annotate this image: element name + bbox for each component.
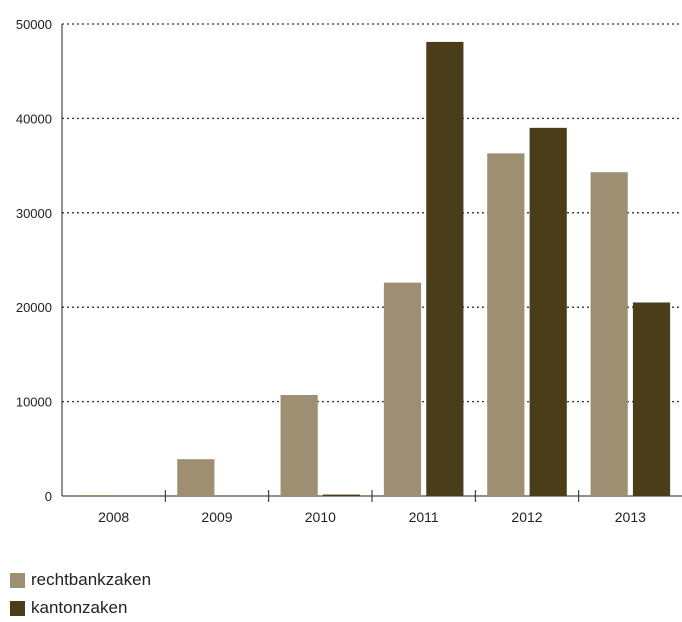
y-tick-label-50000: 50000 — [16, 17, 52, 32]
legend-swatch-rechtbankzaken — [10, 572, 25, 588]
bar-kantonzaken-2013 — [632, 302, 671, 496]
legend-swatch-kantonzaken — [10, 600, 25, 616]
y-tick-label-40000: 40000 — [16, 111, 52, 126]
bar-kantonzaken-2011 — [426, 41, 464, 496]
bar-rechtbankzaken-2008 — [73, 495, 112, 496]
x-tick-label-2011: 2011 — [409, 509, 439, 525]
bar-kantonzaken-2012 — [529, 127, 567, 496]
x-tick-label-2010: 2010 — [305, 509, 336, 525]
x-tick-label-2008: 2008 — [98, 509, 129, 525]
y-tick-label-10000: 10000 — [16, 395, 52, 410]
y-tick-label-20000: 20000 — [16, 300, 52, 315]
legend-label-rechtbankzaken: rechtbankzaken — [31, 570, 152, 589]
x-tick-label-2012: 2012 — [511, 509, 542, 525]
legend-item-rechtbankzaken: rechtbankzaken — [10, 566, 151, 594]
bar-chart: 0 10000 20000 30000 40000 50000 2008 2009 2010 20… — [16, 17, 682, 525]
bar-kantonzaken-2010 — [322, 494, 361, 496]
bar-rechtbankzaken-2009 — [177, 459, 215, 496]
x-tick-label-2013: 2013 — [615, 509, 646, 525]
bar-rechtbankzaken-2011 — [383, 282, 422, 496]
bar-rechtbankzaken-2010 — [280, 394, 318, 496]
y-tick-label-0: 0 — [45, 489, 52, 504]
x-tick-label-2009: 2009 — [201, 509, 232, 525]
bar-rechtbankzaken-2013 — [590, 172, 628, 496]
bar-rechtbankzaken-2012 — [487, 153, 525, 496]
legend-label-kantonzaken: kantonzaken — [31, 598, 128, 617]
y-tick-label-30000: 30000 — [16, 206, 52, 221]
legend: rechtbankzaken kantonzaken — [10, 566, 151, 622]
legend-item-kantonzaken: kantonzaken — [10, 594, 151, 622]
